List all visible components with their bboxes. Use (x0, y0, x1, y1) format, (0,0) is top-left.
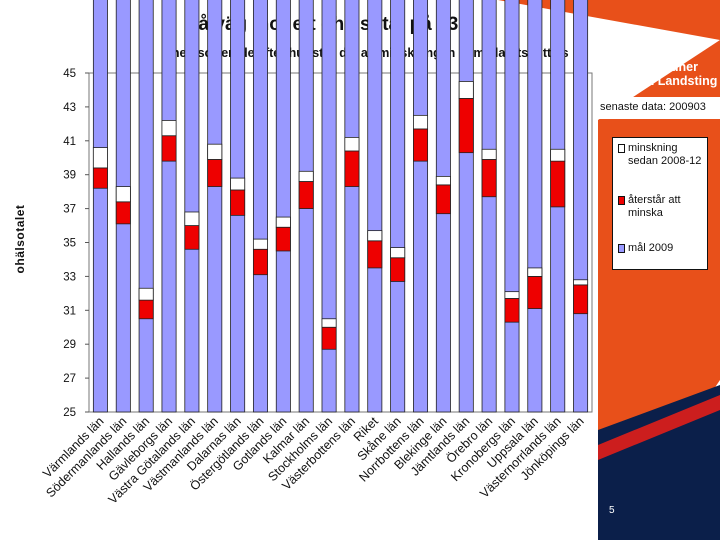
y-tick-label: 29 (63, 339, 76, 351)
bar-segment-aterstar (298, 181, 314, 209)
bar-segment-minskning (230, 177, 246, 191)
bar-segment-minskning (321, 318, 337, 328)
bar-segment-aterstar (390, 257, 406, 282)
bar-segment-aterstar (504, 298, 520, 323)
bar-segment-mal (184, 0, 200, 413)
bar-segment-minskning (92, 147, 108, 169)
bar-segment-minskning (298, 170, 314, 182)
bar-segment-mal (138, 0, 154, 413)
y-tick-label: 39 (63, 170, 76, 182)
bar-segment-minskning (413, 114, 429, 130)
data-date-label: senaste data: 200903 (600, 101, 706, 113)
bar-segment-aterstar (275, 226, 291, 252)
bar-segment-mal (481, 0, 497, 413)
bar-segment-mal (458, 0, 474, 413)
bar-segment-minskning (435, 175, 451, 186)
bar-segment-mal (367, 0, 383, 413)
y-tick-label: 31 (63, 305, 76, 317)
y-tick-label: 41 (63, 136, 76, 148)
bar-segment-aterstar (230, 189, 246, 216)
bar-segment-aterstar (161, 135, 177, 162)
y-tick-label: 35 (63, 238, 76, 250)
bar-segment-aterstar (184, 225, 200, 250)
bar-segment-minskning (115, 186, 131, 203)
legend-swatch-mal (618, 244, 625, 253)
bar-segment-aterstar (527, 275, 543, 310)
bar-segment-mal (275, 0, 291, 413)
bar-segment-aterstar (344, 150, 360, 187)
navy-red-accent (598, 395, 720, 460)
page-number: 5 (609, 505, 615, 516)
bar-segment-minskning (481, 148, 497, 160)
legend-label-mal: mål 2009 (628, 242, 674, 254)
bar-segment-aterstar (481, 159, 497, 198)
legend-swatch-minskning (618, 144, 625, 153)
y-tick-label: 27 (63, 373, 76, 385)
bar-segment-aterstar (550, 160, 566, 208)
skl-figure-icon (599, 48, 625, 97)
bar-segment-minskning (161, 120, 177, 137)
bar-segment-minskning (527, 267, 543, 277)
bar-segment-aterstar (413, 128, 429, 162)
bar-segment-aterstar (115, 201, 131, 225)
bar-segment-minskning (184, 211, 200, 226)
bar-segment-minskning (138, 287, 154, 301)
bar-segment-mal (207, 0, 223, 413)
legend-swatch-aterstar (618, 196, 625, 205)
bar-segment-aterstar (207, 159, 223, 187)
y-tick-label: 43 (63, 102, 76, 114)
bar-segment-minskning (367, 230, 383, 242)
bar-segment-mal (252, 0, 268, 413)
bar-segment-minskning (344, 137, 360, 152)
bar-segment-mal (390, 0, 406, 413)
bar-segment-aterstar (321, 326, 337, 350)
bar-segment-aterstar (458, 98, 474, 154)
bar-segment-mal (321, 0, 337, 413)
y-tick-label: 25 (63, 407, 76, 419)
bar-segment-aterstar (435, 184, 451, 215)
date-box (596, 97, 720, 119)
logo-line-1: Sveriges (632, 46, 685, 60)
legend-label-aterstar: återstår att minska (628, 194, 681, 219)
bar-segment-mal (573, 0, 589, 413)
bar-segment-mal (344, 0, 360, 413)
bar-segment-minskning (207, 143, 223, 160)
logo-line-2: Kommuner (632, 60, 698, 74)
logo-line-3: och Landsting (632, 74, 718, 88)
bar-segment-minskning (504, 291, 520, 299)
y-tick-label: 33 (63, 271, 76, 283)
bar-segment-aterstar (367, 240, 383, 269)
bar-segment-minskning (390, 247, 406, 259)
bar-segment-mal (527, 0, 543, 413)
bar-segment-minskning (275, 216, 291, 228)
bar-segment-aterstar (92, 167, 108, 189)
bottom-right-navy-panel (598, 385, 720, 540)
bar-segment-minskning (458, 81, 474, 99)
y-tick-label: 37 (63, 204, 76, 216)
chart-legend: minskning sedan 2008-12 återstår att min… (612, 137, 708, 270)
bar-segment-minskning (550, 148, 566, 162)
legend-label-minskning: minskning sedan 2008-12 (628, 142, 702, 167)
bar-segment-aterstar (138, 299, 154, 320)
bar-segment-aterstar (573, 284, 589, 315)
bar-segment-mal (504, 0, 520, 413)
logo-text: Sveriges Kommuner och Landsting (632, 46, 717, 88)
y-tick-label: 45 (63, 68, 76, 80)
bar-segment-mal (413, 0, 429, 413)
bar-segment-aterstar (252, 248, 268, 276)
bar-segment-minskning (573, 279, 589, 286)
bar-segment-minskning (252, 238, 268, 250)
bar-segment-mal (92, 0, 108, 413)
bar-segment-mal (161, 0, 177, 413)
